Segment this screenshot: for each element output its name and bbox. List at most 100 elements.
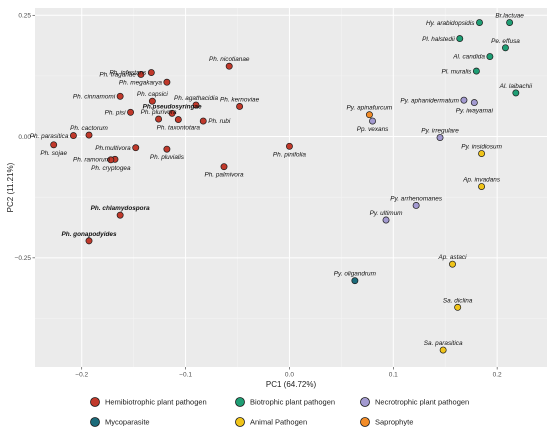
data-point [470, 99, 478, 107]
point-label: Ph. pisi [105, 110, 127, 117]
data-point [472, 67, 480, 75]
legend-swatch [360, 417, 370, 427]
legend-label: Mycoparasite [105, 418, 150, 427]
data-point [365, 111, 373, 119]
legend: Hemibiotrophic plant pathogen Biotrophic … [90, 397, 469, 427]
point-label: Ph. sojae [40, 150, 67, 157]
legend-swatch [235, 397, 245, 407]
point-label: Ph. megakarya [119, 79, 162, 86]
data-point [127, 108, 134, 116]
data-point [502, 44, 509, 52]
point-label: Al. candida [452, 54, 485, 61]
point-label: Ph. rubi [208, 118, 231, 125]
point-label: Ph. cryptogea [91, 165, 131, 172]
data-point [449, 260, 456, 268]
legend-label: Biotrophic plant pathogen [250, 398, 335, 407]
point-label: Sa. parasitica [424, 340, 463, 347]
plot-background [35, 8, 547, 367]
point-label: Ph. ramorum [73, 157, 111, 164]
data-point [163, 145, 171, 153]
data-point [85, 131, 93, 139]
point-label: Ph. cactorum [70, 125, 108, 132]
data-point [478, 183, 486, 190]
data-point [199, 117, 207, 125]
data-point [147, 69, 155, 76]
point-labels: Ph. infestans Ph. nicotianae Ph. fragariae… [30, 13, 533, 347]
x-tick-label: 0.1 [389, 372, 398, 379]
legend-swatch [90, 417, 100, 427]
point-label: Br.lactuae [495, 13, 524, 20]
data-point [168, 109, 176, 117]
point-label: Ph. cinnamomi [73, 93, 116, 100]
point-label: Pl. halstedii [422, 36, 455, 43]
data-point [369, 117, 376, 125]
point-label: Ph. pluvialis [150, 154, 185, 161]
data-point [456, 35, 464, 43]
data-point [116, 211, 124, 219]
data-point [163, 78, 171, 86]
x-tick-label: −0.2 [75, 372, 88, 379]
data-point [436, 134, 444, 141]
point-label: Py. irregulare [421, 128, 459, 135]
point-label: Ph. nicotianae [209, 56, 250, 63]
point-label: Sa. diclina [443, 297, 473, 304]
point-label: Py. apinafurcum [347, 105, 393, 112]
legend-label: Saprophyte [375, 418, 413, 427]
data-point [50, 141, 58, 149]
point-label: Py. insidiosum [461, 144, 502, 151]
point-label: Ph. chlamydospora [91, 205, 150, 212]
point-label: Ph. agathacidia [174, 95, 219, 102]
legend-label: Hemibiotrophic plant pathogen [105, 398, 207, 407]
data-point [155, 115, 163, 123]
point-label: Ph. pinifolia [273, 151, 306, 158]
point-label: Ph. kernoviae [220, 96, 260, 103]
data-point [192, 101, 200, 109]
legend-swatch [360, 397, 370, 407]
x-tick-label: −0.1 [179, 372, 192, 379]
point-label: Py. arrhenomanes [390, 195, 443, 202]
data-point [69, 132, 77, 140]
legend-swatch [235, 417, 245, 427]
data-point [148, 97, 156, 105]
points [50, 19, 520, 354]
legend-swatch [90, 397, 100, 407]
data-point [285, 142, 293, 150]
point-label: Pp. vexans [357, 126, 389, 133]
point-label: Ph. taxontotara [157, 125, 201, 132]
point-label: Py. iwayamai [456, 108, 494, 115]
point-label: Ph. fragariae [99, 72, 136, 79]
point-label: Pe. effusa [491, 38, 520, 45]
point-label: Ph. parasitica [30, 133, 69, 140]
y-tick-label: −0.25 [15, 255, 32, 262]
point-label: Al. laibachii [499, 83, 533, 90]
x-tick-label: 0.0 [285, 372, 294, 379]
data-point [174, 116, 182, 124]
data-point [116, 92, 124, 100]
point-label: Pl. muralis [442, 68, 473, 75]
data-point [107, 156, 115, 164]
plot-area [35, 8, 547, 367]
data-point [476, 19, 483, 27]
point-label: Ph. plurivora [141, 109, 177, 116]
point-label: Py. aphanidermatum [400, 97, 459, 104]
point-label: Hy. arabidopsidis [426, 20, 475, 27]
point-label: Ph. infestans [109, 70, 147, 77]
point-label: Ph. gonapodyides [61, 231, 116, 238]
data-point [382, 216, 390, 224]
data-point [439, 346, 447, 354]
data-point [460, 96, 468, 104]
legend-label: Necrotrophic plant pathogen [375, 398, 469, 407]
data-point [220, 163, 228, 171]
data-point [512, 89, 520, 97]
data-point [506, 19, 514, 27]
x-tick-label: 0.2 [493, 372, 502, 379]
axes: −0.2 −0.1 0.0 0.1 0.2 −0.25 0.00 0.25 PC1 (64.72… [6, 13, 502, 389]
point-label: Ph.pseudosyringae [143, 103, 202, 110]
point-label: Ph. palmivora [204, 172, 244, 179]
data-point [351, 277, 359, 285]
point-label: Ph.multivora [95, 145, 131, 152]
data-point [225, 62, 233, 70]
point-label: Ph. capsici [137, 91, 168, 98]
